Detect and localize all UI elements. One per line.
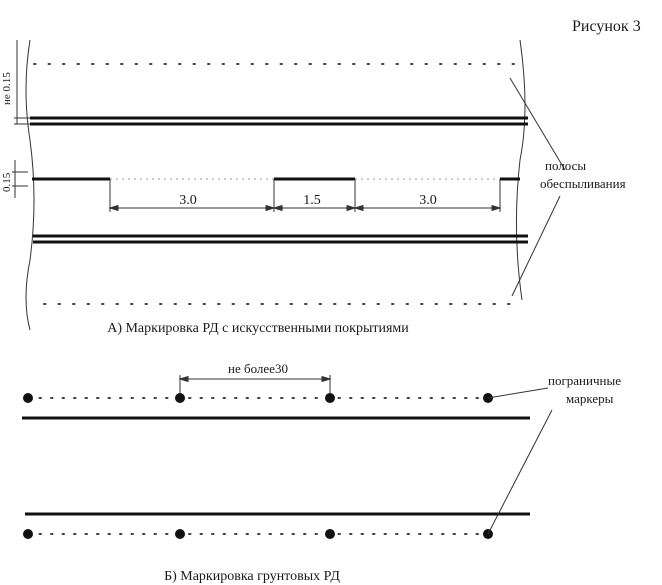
boundary-marker-callout-line1: пограничные (548, 373, 621, 388)
extension-lines (109, 179, 501, 212)
dash-length-2: 3.0 (419, 193, 437, 208)
part-a-diagram: 3.0 1.5 3.0 не 0.15 0.15 полосы обеспыли… (1, 39, 626, 336)
marker-spacing-label: не более30 (228, 361, 288, 376)
dust-strip-callout-line1: полосы (545, 158, 586, 173)
center-line-width-dimension: 0.15 (1, 172, 13, 192)
boundary-marker-leaders (487, 387, 553, 535)
top-boundary-marker-3 (325, 393, 335, 403)
bottom-boundary-marker-3 (325, 529, 335, 539)
dust-strip-callout-line2: обеспыливания (540, 176, 626, 191)
gap-length: 1.5 (303, 193, 321, 208)
boundary-marker-callout-line2: маркеры (566, 391, 614, 406)
dash-length-1: 3.0 (179, 193, 197, 208)
figure-label: Рисунок 3 (572, 18, 641, 35)
left-break-line (25, 39, 35, 331)
top-boundary-marker-2 (175, 393, 185, 403)
part-a-caption: А) Маркировка РД с искусственными покрыт… (107, 321, 409, 336)
marker-spacing-dimension (178, 375, 332, 396)
part-b-caption: Б) Маркировка грунтовых РД (164, 569, 340, 584)
side-dimension-markers (12, 40, 30, 198)
top-edge-dimension: не 0.15 (1, 72, 13, 105)
bottom-boundary-marker-1 (23, 529, 33, 539)
top-boundary-marker-1 (23, 393, 33, 403)
right-break-line (515, 39, 526, 301)
bottom-boundary-marker-2 (175, 529, 185, 539)
part-b-diagram: не более30 пограничные маркеры Б) Маркир… (22, 361, 621, 584)
dash-dimension-line (108, 204, 502, 212)
dust-strip-leaders (509, 77, 566, 297)
